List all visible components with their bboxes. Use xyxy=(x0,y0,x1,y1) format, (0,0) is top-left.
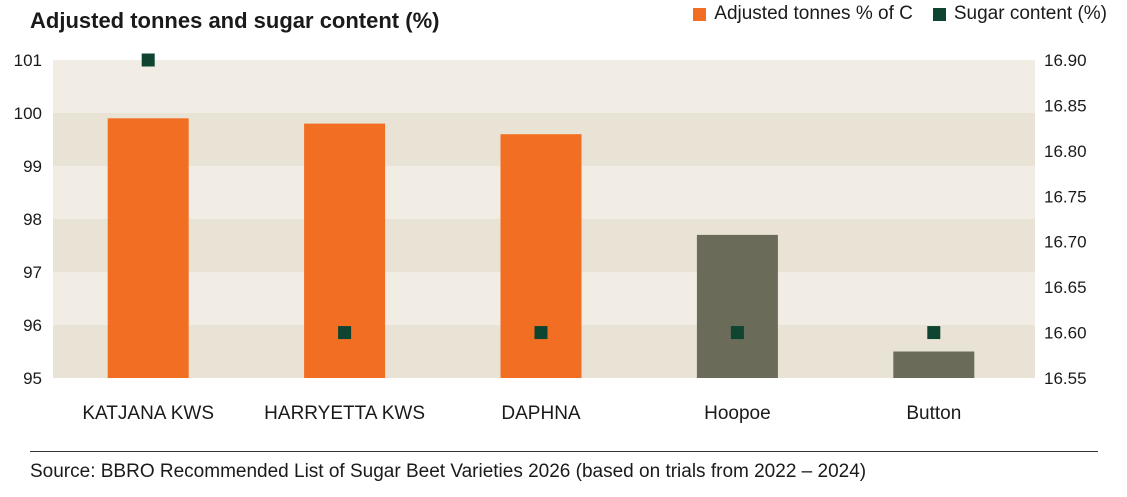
right-tick-label: 16.70 xyxy=(1044,233,1087,252)
category-label: KATJANA KWS xyxy=(82,403,214,424)
bar-button xyxy=(893,351,975,378)
marker-hoopoe xyxy=(730,326,744,340)
marker-button xyxy=(927,326,941,340)
left-axis-ticks: 95 96 97 98 99 100 101 xyxy=(14,51,42,388)
category-label: Hoopoe xyxy=(704,403,771,424)
left-tick-label: 100 xyxy=(14,104,42,123)
legend-label-sugar-content: Sugar content (%) xyxy=(953,3,1107,24)
right-tick-label: 16.55 xyxy=(1044,369,1087,388)
marker-daphna xyxy=(534,326,548,340)
marker-harryetta-kws xyxy=(338,326,352,340)
legend-item-adjusted-tonnes: Adjusted tonnes % of C xyxy=(693,3,913,25)
left-tick-label: 98 xyxy=(23,210,42,229)
category-label: DAPHNA xyxy=(501,403,581,424)
marker-katjana-kws xyxy=(141,53,155,67)
right-tick-label: 16.80 xyxy=(1044,142,1087,161)
source-divider xyxy=(30,451,1098,452)
source-note: Source: BBRO Recommended List of Sugar B… xyxy=(30,461,867,482)
marker-series xyxy=(141,53,941,340)
right-tick-label: 16.75 xyxy=(1044,187,1087,206)
left-tick-label: 101 xyxy=(14,51,42,70)
legend-item-sugar-content: Sugar content (%) xyxy=(932,3,1107,25)
right-tick-label: 16.85 xyxy=(1044,96,1087,115)
bar-harryetta-kws xyxy=(304,123,386,378)
bar-daphna xyxy=(500,134,582,378)
category-label: Button xyxy=(906,403,961,424)
left-tick-label: 99 xyxy=(23,157,42,176)
right-tick-label: 16.60 xyxy=(1044,324,1087,343)
left-tick-label: 97 xyxy=(23,263,42,282)
legend-label-adjusted-tonnes: Adjusted tonnes % of C xyxy=(714,3,913,24)
right-axis-ticks: 16.55 16.60 16.65 16.70 16.75 16.80 16.85 16.90 xyxy=(1044,51,1087,388)
plot-band xyxy=(53,60,1035,113)
legend-swatch-adjusted-tonnes xyxy=(693,7,707,21)
legend: Adjusted tonnes % of C Sugar content (%) xyxy=(673,2,1107,26)
legend-swatch-sugar-content xyxy=(932,7,946,21)
left-tick-label: 95 xyxy=(23,369,42,388)
left-tick-label: 96 xyxy=(23,316,42,335)
right-tick-label: 16.90 xyxy=(1044,51,1087,70)
category-label: HARRYETTA KWS xyxy=(264,403,425,424)
bar-katjana-kws xyxy=(107,118,189,379)
right-tick-label: 16.65 xyxy=(1044,278,1087,297)
chart-title: Adjusted tonnes and sugar content (%) xyxy=(30,8,440,33)
category-labels: KATJANA KWS HARRYETTA KWS DAPHNA Hoopoe Butt… xyxy=(82,403,961,424)
bar-hoopoe xyxy=(696,234,778,378)
